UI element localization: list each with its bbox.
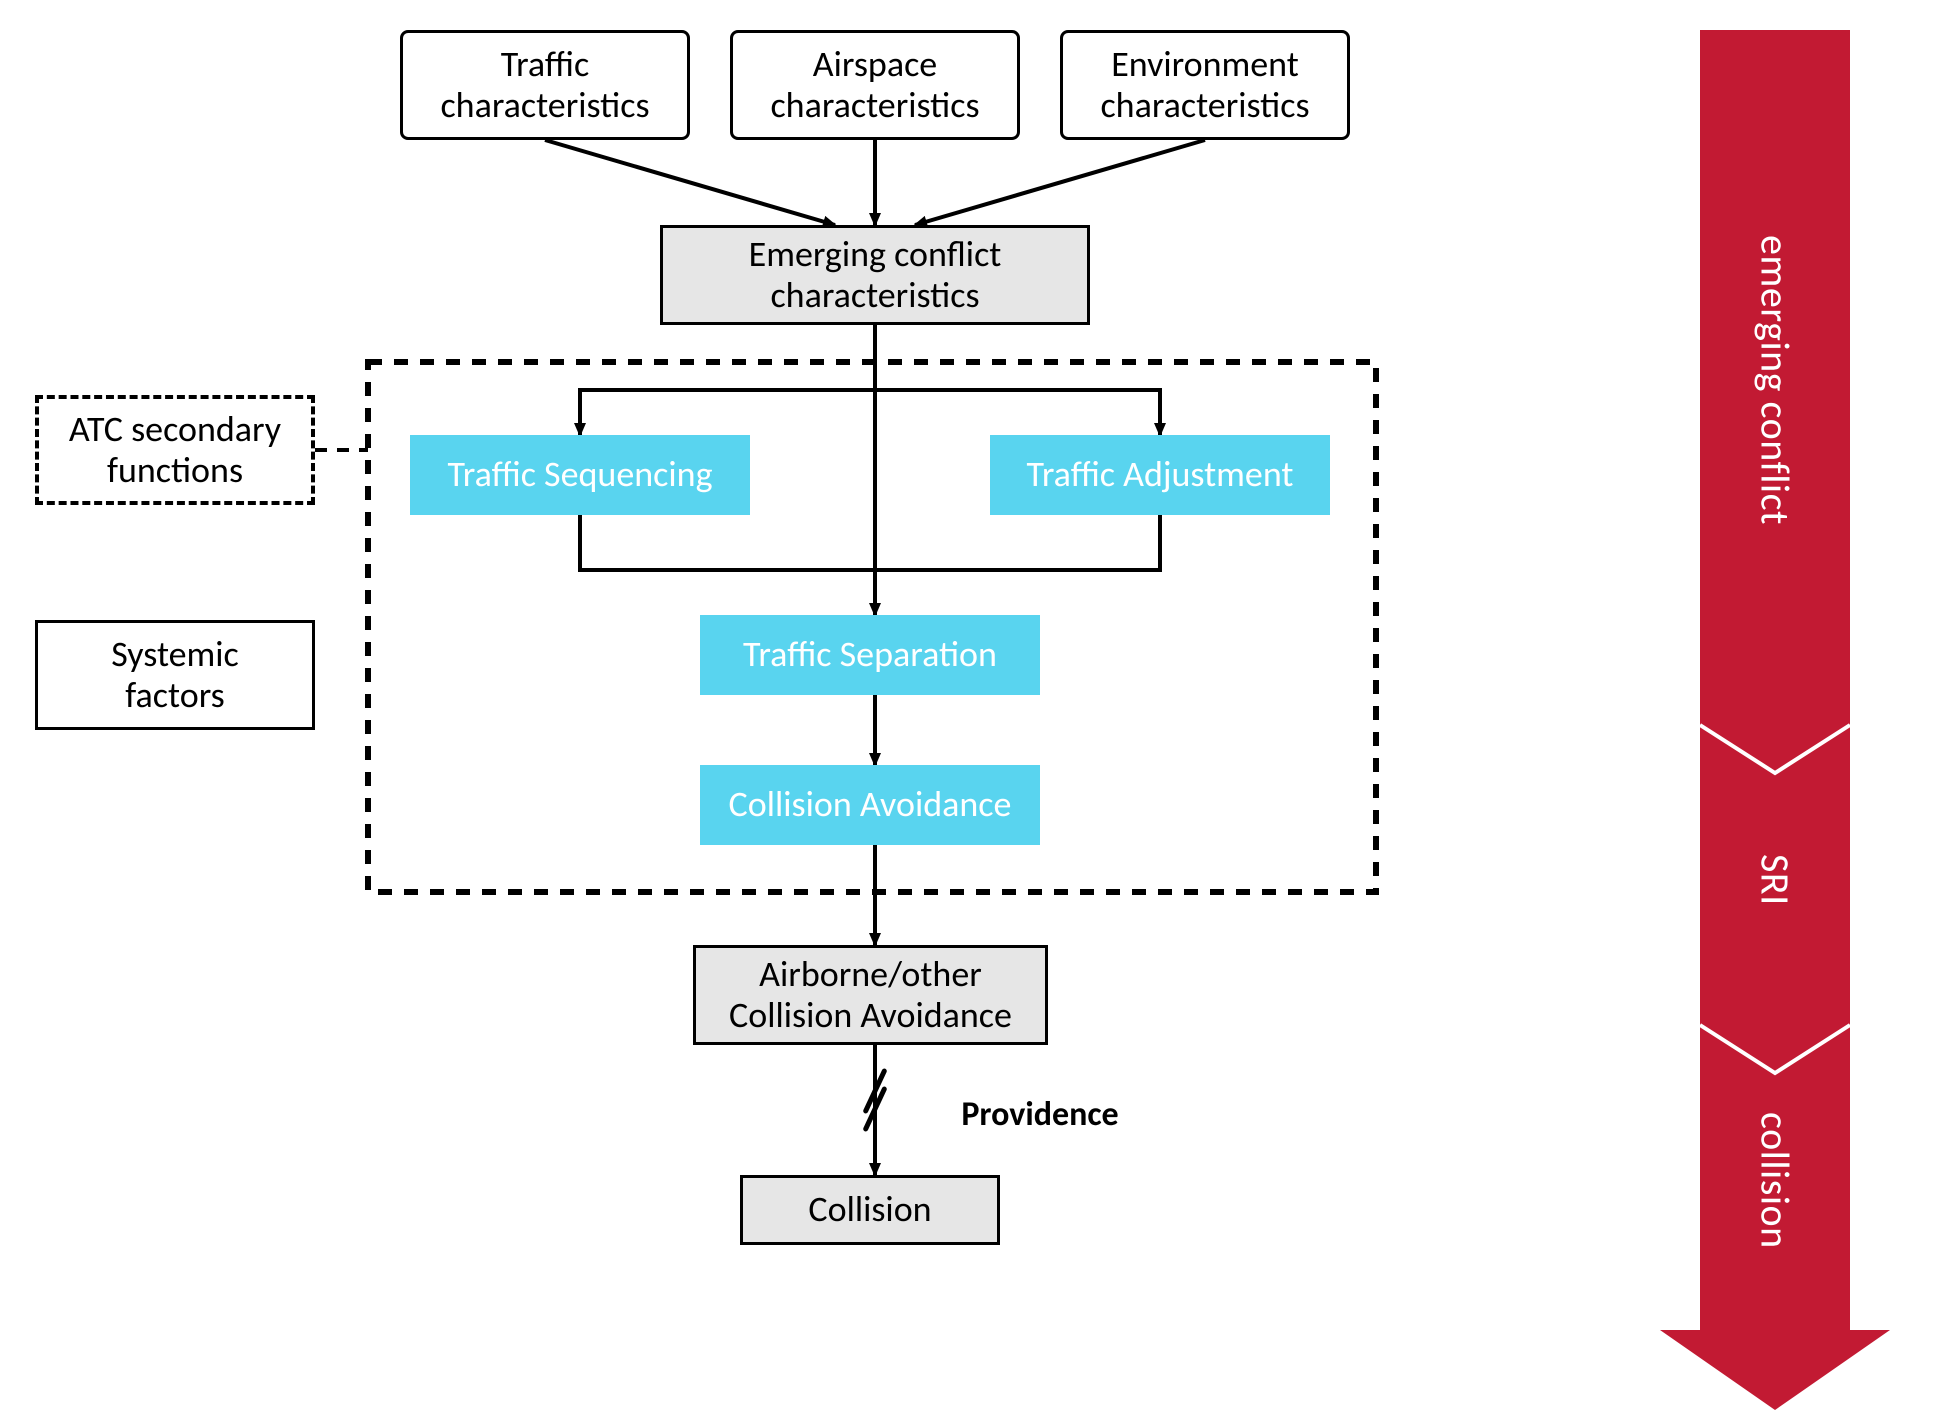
edge-e3 [915,140,1205,225]
node-traffic_char: Traffic characteristics [400,30,690,140]
edge-e4b [875,390,1160,435]
node-emerging_conflict: Emerging conflict characteristics [660,225,1090,325]
node-providence_label: Providence [930,1090,1150,1140]
progress-label-2: collision [1700,1030,1850,1330]
node-environment_char: Environment characteristics [1060,30,1350,140]
node-traffic_separation: Traffic Separation [700,615,1040,695]
node-systemic_factors: Systemic factors [35,620,315,730]
node-atc_secondary: ATC secondary functions [35,395,315,505]
node-traffic_sequencing: Traffic Sequencing [410,435,750,515]
edge-e5a [580,515,1160,570]
providence-slash-0 [866,1071,885,1111]
node-collision: Collision [740,1175,1000,1245]
providence-slash-1 [866,1089,885,1129]
node-airspace_char: Airspace characteristics [730,30,1020,140]
node-collision_avoidance: Collision Avoidance [700,765,1040,845]
edge-e4a [580,325,875,435]
edge-e1 [545,140,835,225]
node-airborne_other: Airborne/other Collision Avoidance [693,945,1048,1045]
node-traffic_adjustment: Traffic Adjustment [990,435,1330,515]
progress-label-1: SRI [1700,730,1850,1030]
progress-label-0: emerging conflict [1700,30,1850,730]
